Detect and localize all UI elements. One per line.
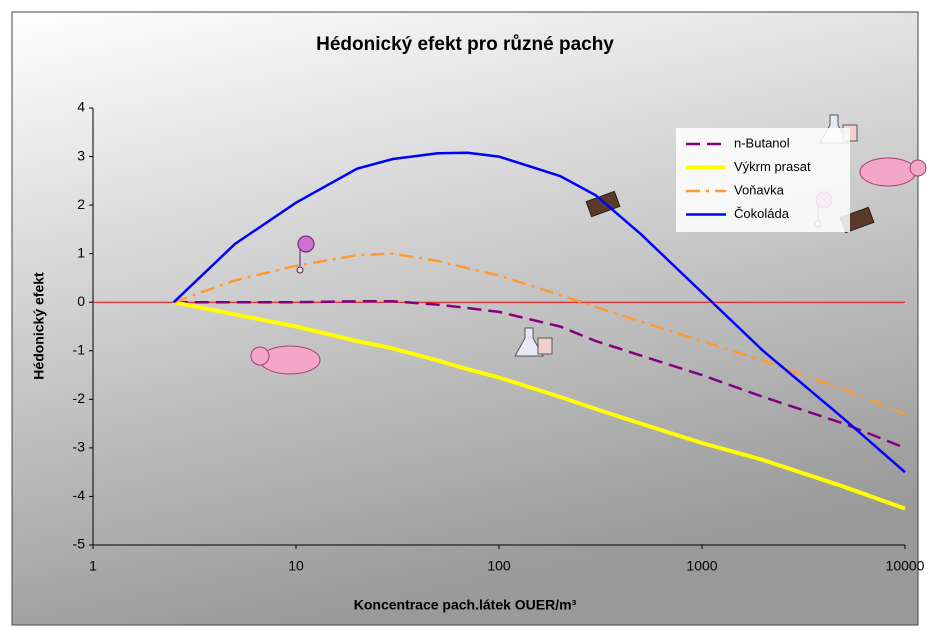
legend-label: Čokoláda [734, 206, 790, 221]
y-tick-label: -2 [73, 390, 86, 406]
legend-label: n-Butanol [734, 135, 790, 150]
y-tick-label: -4 [73, 487, 86, 503]
y-tick-label: 3 [77, 147, 85, 163]
x-tick-label: 10 [288, 558, 304, 574]
legend-label: Výkrm prasat [734, 159, 811, 174]
y-tick-label: 1 [77, 244, 85, 260]
legend-label: Voňavka [734, 182, 785, 197]
chart: Hédonický efekt pro různé pachy Koncentr… [0, 0, 930, 637]
x-tick-label: 100 [487, 558, 511, 574]
y-tick-label: -1 [73, 341, 86, 357]
y-axis-title: Hédonický efekt [31, 272, 47, 380]
y-tick-label: 0 [77, 293, 85, 309]
y-tick-label: -3 [73, 439, 86, 455]
x-tick-label: 1000 [686, 558, 717, 574]
y-tick-label: 4 [77, 99, 85, 115]
x-tick-label: 1 [89, 558, 97, 574]
y-tick-label: -5 [73, 536, 86, 552]
page: Hédonický efekt pro různé pachy Koncentr… [0, 0, 930, 642]
x-tick-label: 10000 [886, 558, 925, 574]
chart-frame [12, 12, 918, 625]
chart-title: Hédonický efekt pro různé pachy [316, 34, 614, 55]
y-tick-label: 2 [77, 196, 85, 212]
x-axis-title: Koncentrace pach.látek OUER/m³ [354, 597, 577, 613]
